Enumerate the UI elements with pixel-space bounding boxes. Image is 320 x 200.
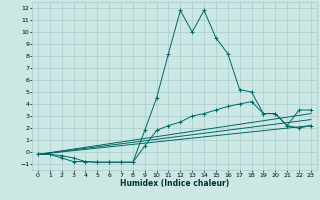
X-axis label: Humidex (Indice chaleur): Humidex (Indice chaleur) [120,179,229,188]
